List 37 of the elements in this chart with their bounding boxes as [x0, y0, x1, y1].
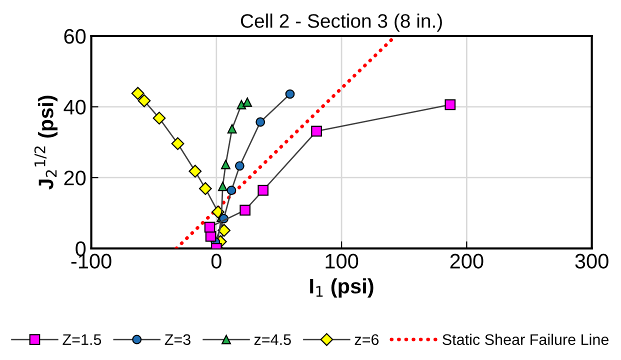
- x-tick-label: 200: [450, 254, 484, 269]
- point: [311, 126, 322, 137]
- point: [236, 100, 246, 110]
- point: [131, 86, 144, 100]
- point: [204, 222, 216, 233]
- point: [138, 94, 151, 108]
- legend-label: z=6: [354, 334, 379, 346]
- x-tick-label: 100: [326, 254, 358, 269]
- x-tick-label: 0: [211, 254, 222, 269]
- x-tick-label: 300: [575, 254, 608, 269]
- y-axis-title: J$_{2}$$^{1/2}$ (psi): [34, 96, 58, 190]
- point: [226, 186, 236, 196]
- chart-title: Cell 2 - Section 3 (8 in.): [240, 14, 442, 32]
- point: [227, 124, 237, 134]
- point: [285, 89, 295, 99]
- point: [198, 182, 212, 196]
- point: [234, 161, 244, 171]
- point: [258, 184, 269, 196]
- point: [240, 204, 250, 216]
- point: [218, 182, 228, 192]
- x-tick-label: -100: [71, 254, 112, 269]
- point: [444, 99, 456, 110]
- legend-label: Static Shear Failure Line: [442, 334, 609, 346]
- y-tick-label: 60: [64, 29, 86, 44]
- legend-label: Z=1.5: [62, 334, 102, 346]
- point: [220, 160, 230, 170]
- y-tick-label: 40: [64, 100, 86, 115]
- point: [256, 117, 266, 127]
- point: [218, 224, 230, 237]
- x-axis-title: I$_{1}$ (psi): [310, 278, 374, 298]
- y-tick-label: 20: [64, 170, 86, 186]
- point: [242, 97, 252, 107]
- legend-label: Z=3: [164, 334, 190, 346]
- point: [188, 164, 202, 178]
- point: [171, 137, 184, 150]
- point: [152, 112, 166, 125]
- legend-label: z=4.5: [254, 334, 291, 346]
